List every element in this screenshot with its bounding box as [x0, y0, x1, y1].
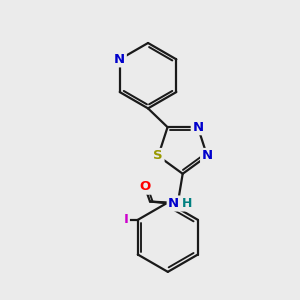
Text: H: H: [182, 197, 192, 210]
Text: S: S: [153, 149, 163, 163]
Text: N: N: [202, 149, 213, 163]
Text: N: N: [192, 121, 203, 134]
Text: I: I: [124, 213, 128, 226]
Text: N: N: [114, 53, 125, 66]
Text: N: N: [168, 197, 179, 210]
Text: O: O: [140, 180, 151, 193]
